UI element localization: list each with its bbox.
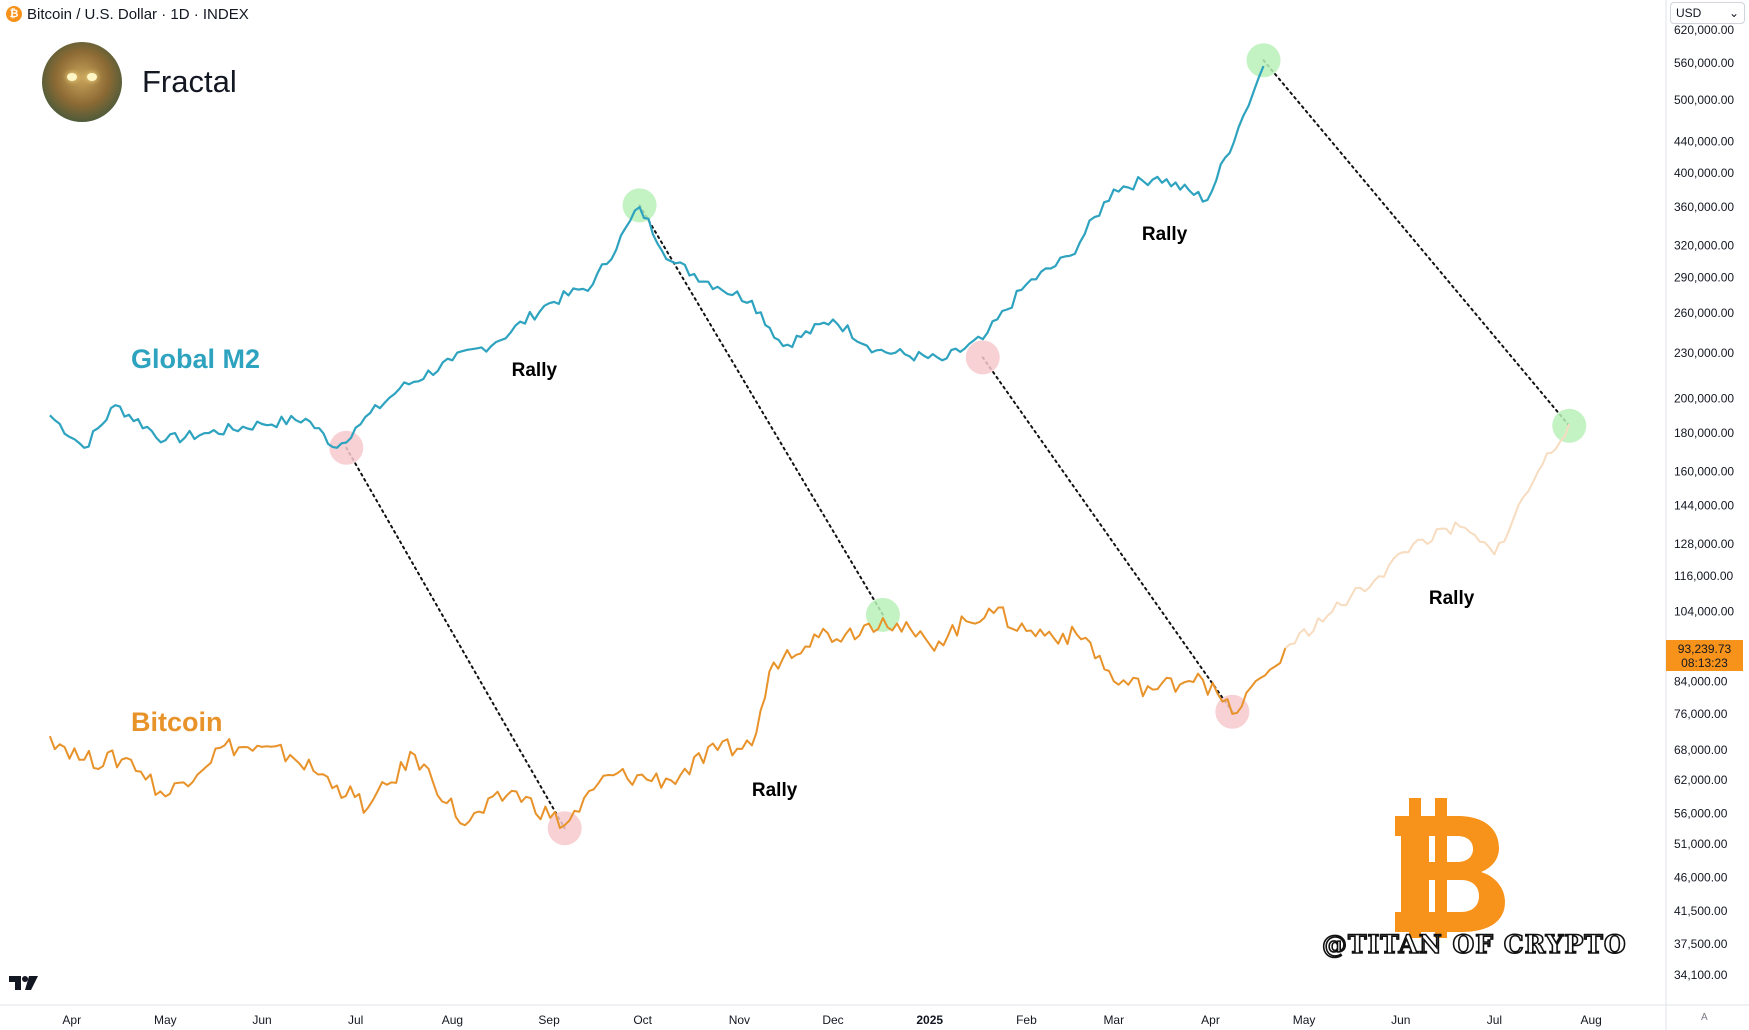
price-tick-label: 104,000.00 xyxy=(1674,605,1734,619)
time-tick-label: Sep xyxy=(538,1013,560,1027)
time-tick-label: May xyxy=(154,1013,177,1027)
rally-label: Rally xyxy=(751,779,798,801)
time-tick-label: Aug xyxy=(442,1013,463,1027)
price-tick-label: 560,000.00 xyxy=(1674,56,1734,70)
price-tick-label: 56,000.00 xyxy=(1674,806,1728,820)
price-tick-label: 160,000.00 xyxy=(1674,464,1734,478)
series-line-global-m2 xyxy=(49,65,1265,449)
last-price-value: 93,239.73 xyxy=(1677,642,1732,656)
price-tick-label: 46,000.00 xyxy=(1674,870,1728,884)
last-price-tag: 93,239.73 08:13:23 xyxy=(1666,640,1743,671)
price-tick-label: 84,000.00 xyxy=(1674,674,1728,688)
series-label: Bitcoin xyxy=(131,706,223,737)
price-tick-label: 230,000.00 xyxy=(1674,346,1734,360)
chart-header: ₿ Bitcoin / U.S. Dollar · 1D · INDEX xyxy=(6,3,249,25)
price-tick-label: 51,000.00 xyxy=(1674,837,1728,851)
price-axis[interactable]: 620,000.00 560,000.00 500,000.00 440,000.00… xyxy=(1674,23,1734,982)
price-tick-label: 400,000.00 xyxy=(1674,166,1734,180)
price-tick-label: 500,000.00 xyxy=(1674,93,1734,107)
trough-marker xyxy=(329,430,364,465)
price-tick-label: 290,000.00 xyxy=(1674,271,1734,285)
trough-marker xyxy=(547,811,582,846)
countdown-timer: 08:13:23 xyxy=(1681,656,1728,670)
time-tick-label: May xyxy=(1293,1013,1316,1027)
trough-marker xyxy=(965,340,1000,375)
brand-name: Fractal xyxy=(142,64,237,99)
peak-marker xyxy=(865,597,900,632)
price-tick-label: 128,000.00 xyxy=(1674,537,1734,551)
price-tick-label: 116,000.00 xyxy=(1674,569,1733,583)
price-tick-label: 200,000.00 xyxy=(1674,392,1734,406)
price-tick-label: 144,000.00 xyxy=(1674,499,1734,513)
currency-label: USD xyxy=(1676,6,1702,20)
time-tick-label: Jul xyxy=(348,1013,363,1027)
price-tick-label: 68,000.00 xyxy=(1674,743,1728,757)
series-lines xyxy=(48,65,1571,829)
time-tick-label: Jun xyxy=(1391,1013,1410,1027)
time-axis[interactable]: Apr May Jun Jul Aug Sep Oct Nov Dec 2025 Feb Mar Apr… xyxy=(62,1013,1601,1027)
price-tick-label: 620,000.00 xyxy=(1674,23,1734,37)
time-tick-label: Nov xyxy=(729,1013,750,1027)
avatar-eye xyxy=(67,73,77,81)
fractal-connector xyxy=(981,356,1234,713)
tradingview-logo-icon[interactable] xyxy=(9,975,39,991)
price-tick-label: 320,000.00 xyxy=(1674,238,1734,252)
series-label: Global M2 xyxy=(131,344,261,375)
price-tick-label: 180,000.00 xyxy=(1674,426,1734,440)
time-tick-label: Apr xyxy=(1201,1013,1220,1027)
rally-label: Rally xyxy=(511,359,558,381)
price-tick-label: 41,500.00 xyxy=(1674,904,1728,918)
fractal-connector xyxy=(638,204,884,616)
auto-scale-button[interactable]: A xyxy=(1701,1012,1708,1023)
price-tick-label: 260,000.00 xyxy=(1674,306,1734,320)
time-tick-label: 2025 xyxy=(916,1013,943,1027)
peak-marker xyxy=(622,188,657,223)
chevron-down-icon: ⌄ xyxy=(1728,6,1739,20)
price-tick-label: 440,000.00 xyxy=(1674,135,1734,149)
fractal-connector xyxy=(345,446,566,830)
time-tick-label: Apr xyxy=(62,1013,81,1027)
avatar xyxy=(42,42,122,122)
price-tick-label: 37,500.00 xyxy=(1674,937,1728,951)
bitcoin-symbol-icon: ₿ xyxy=(6,6,22,22)
peak-marker xyxy=(1246,43,1281,78)
brand: Fractal xyxy=(42,42,237,122)
chart-title: Bitcoin / U.S. Dollar · 1D · INDEX xyxy=(27,5,249,23)
time-tick-label: Aug xyxy=(1580,1013,1601,1027)
time-tick-label: Feb xyxy=(1016,1013,1037,1027)
turning-point-markers xyxy=(329,43,1587,846)
rally-label: Rally xyxy=(1141,224,1188,246)
time-tick-label: Oct xyxy=(633,1013,652,1027)
avatar-eye xyxy=(87,73,97,81)
time-tick-label: Jul xyxy=(1487,1013,1502,1027)
price-tick-label: 34,100.00 xyxy=(1674,968,1728,982)
time-tick-label: Mar xyxy=(1103,1013,1124,1027)
watermark-text: @TITAN OF CRYPTO xyxy=(1321,929,1627,960)
time-tick-label: Jun xyxy=(252,1013,271,1027)
time-tick-label: Dec xyxy=(822,1013,843,1027)
price-tick-label: 360,000.00 xyxy=(1674,200,1734,214)
currency-select[interactable]: USD ⌄ xyxy=(1670,2,1745,24)
rally-label: Rally xyxy=(1428,588,1475,610)
series-line-bitcoin-projection xyxy=(1284,423,1571,649)
price-tick-label: 76,000.00 xyxy=(1674,707,1728,721)
series-line-bitcoin xyxy=(48,606,1287,829)
bitcoin-logo-icon xyxy=(1395,798,1505,938)
price-tick-label: 62,000.00 xyxy=(1674,773,1728,787)
fractal-connectors xyxy=(345,59,1571,830)
fractal-connector xyxy=(1262,59,1571,427)
